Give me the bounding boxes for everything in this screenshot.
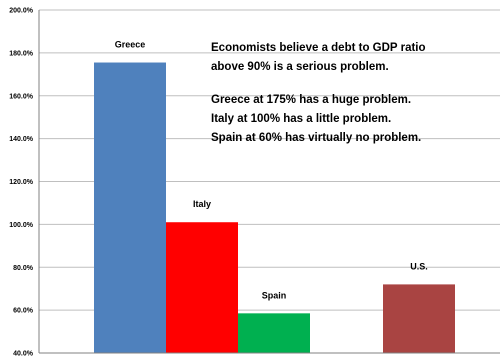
y-tick-label: 40.0% <box>13 351 34 358</box>
bar-label: U.S. <box>410 261 428 271</box>
y-tick-label: 60.0% <box>13 308 34 315</box>
bar-us <box>383 284 455 353</box>
y-tick-label: 140.0% <box>9 136 34 143</box>
bar-labels: Greece Italy Spain U.S. <box>115 40 428 301</box>
bar-spain <box>238 313 310 353</box>
bar-label: Greece <box>115 40 146 50</box>
bar-italy <box>166 222 238 353</box>
y-tick-label: 80.0% <box>13 265 34 272</box>
annotation-line: above 90% is a serious problem. <box>211 61 389 73</box>
bar-label: Italy <box>193 199 211 209</box>
y-tick-label: 180.0% <box>9 50 34 57</box>
annotation-line: Spain at 60% has virtually no problem. <box>211 132 421 144</box>
y-tick-label: 120.0% <box>9 179 34 186</box>
bar-greece <box>94 62 166 353</box>
y-tick-label: 200.0% <box>9 8 34 15</box>
annotation-line: Greece at 175% has a huge problem. <box>211 94 411 106</box>
annotation-text: Economists believe a debt to GDP ratio ab… <box>211 42 426 144</box>
y-axis-ticks: 40.0% 60.0% 80.0% 100.0% 120.0% 140.0% 160.0% 1… <box>9 8 34 358</box>
y-tick-label: 100.0% <box>9 222 34 229</box>
annotation-line: Italy at 100% has a little problem. <box>211 113 391 125</box>
y-tick-label: 160.0% <box>9 93 34 100</box>
annotation-line: Economists believe a debt to GDP ratio <box>211 42 426 54</box>
bar-label: Spain <box>262 290 287 300</box>
bars <box>94 62 455 353</box>
